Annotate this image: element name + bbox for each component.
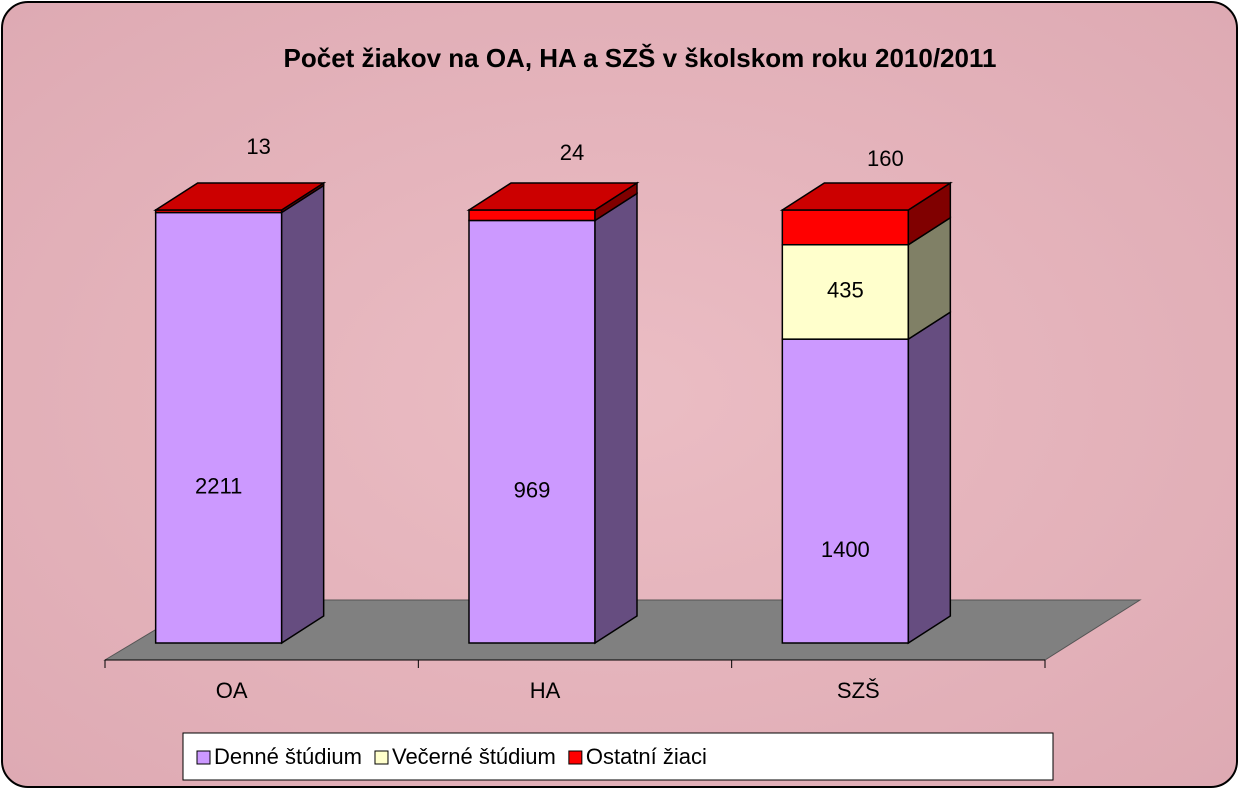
data-label: 435	[827, 278, 864, 303]
legend-label: Ostatní žiaci	[586, 744, 707, 769]
plot	[153, 181, 953, 645]
bar-side	[907, 310, 952, 645]
bar-top	[153, 182, 327, 211]
data-label: 2211	[195, 474, 242, 499]
bar-segment	[468, 209, 596, 222]
legend	[182, 732, 1054, 781]
data-label: 24	[560, 140, 584, 165]
x-tick-label: OA	[216, 678, 248, 703]
bar-segment	[781, 338, 910, 644]
chart-title: Počet žiakov na OA, HA a SZŠ v školskom …	[283, 43, 997, 73]
bar-side	[594, 192, 638, 645]
data-label: 969	[514, 478, 551, 503]
bar-segment	[781, 209, 910, 246]
legend-label: Večerné štúdium	[392, 744, 556, 769]
data-label: 13	[246, 134, 270, 159]
bar-top	[466, 182, 640, 211]
legend-swatch	[374, 750, 389, 765]
x-tick-label: HA	[530, 678, 561, 703]
data-label: 1400	[821, 537, 870, 562]
bar-segment	[468, 219, 596, 644]
bar-side	[280, 184, 325, 645]
legend-swatch	[196, 750, 211, 765]
bar-top	[779, 182, 953, 211]
legend-label: Denné štúdium	[214, 744, 362, 769]
bar-segment	[781, 243, 910, 340]
x-tick-label: SZŠ	[837, 678, 880, 703]
data-label: 160	[867, 146, 904, 171]
bar-segment	[154, 211, 283, 644]
legend-swatch	[568, 750, 583, 765]
